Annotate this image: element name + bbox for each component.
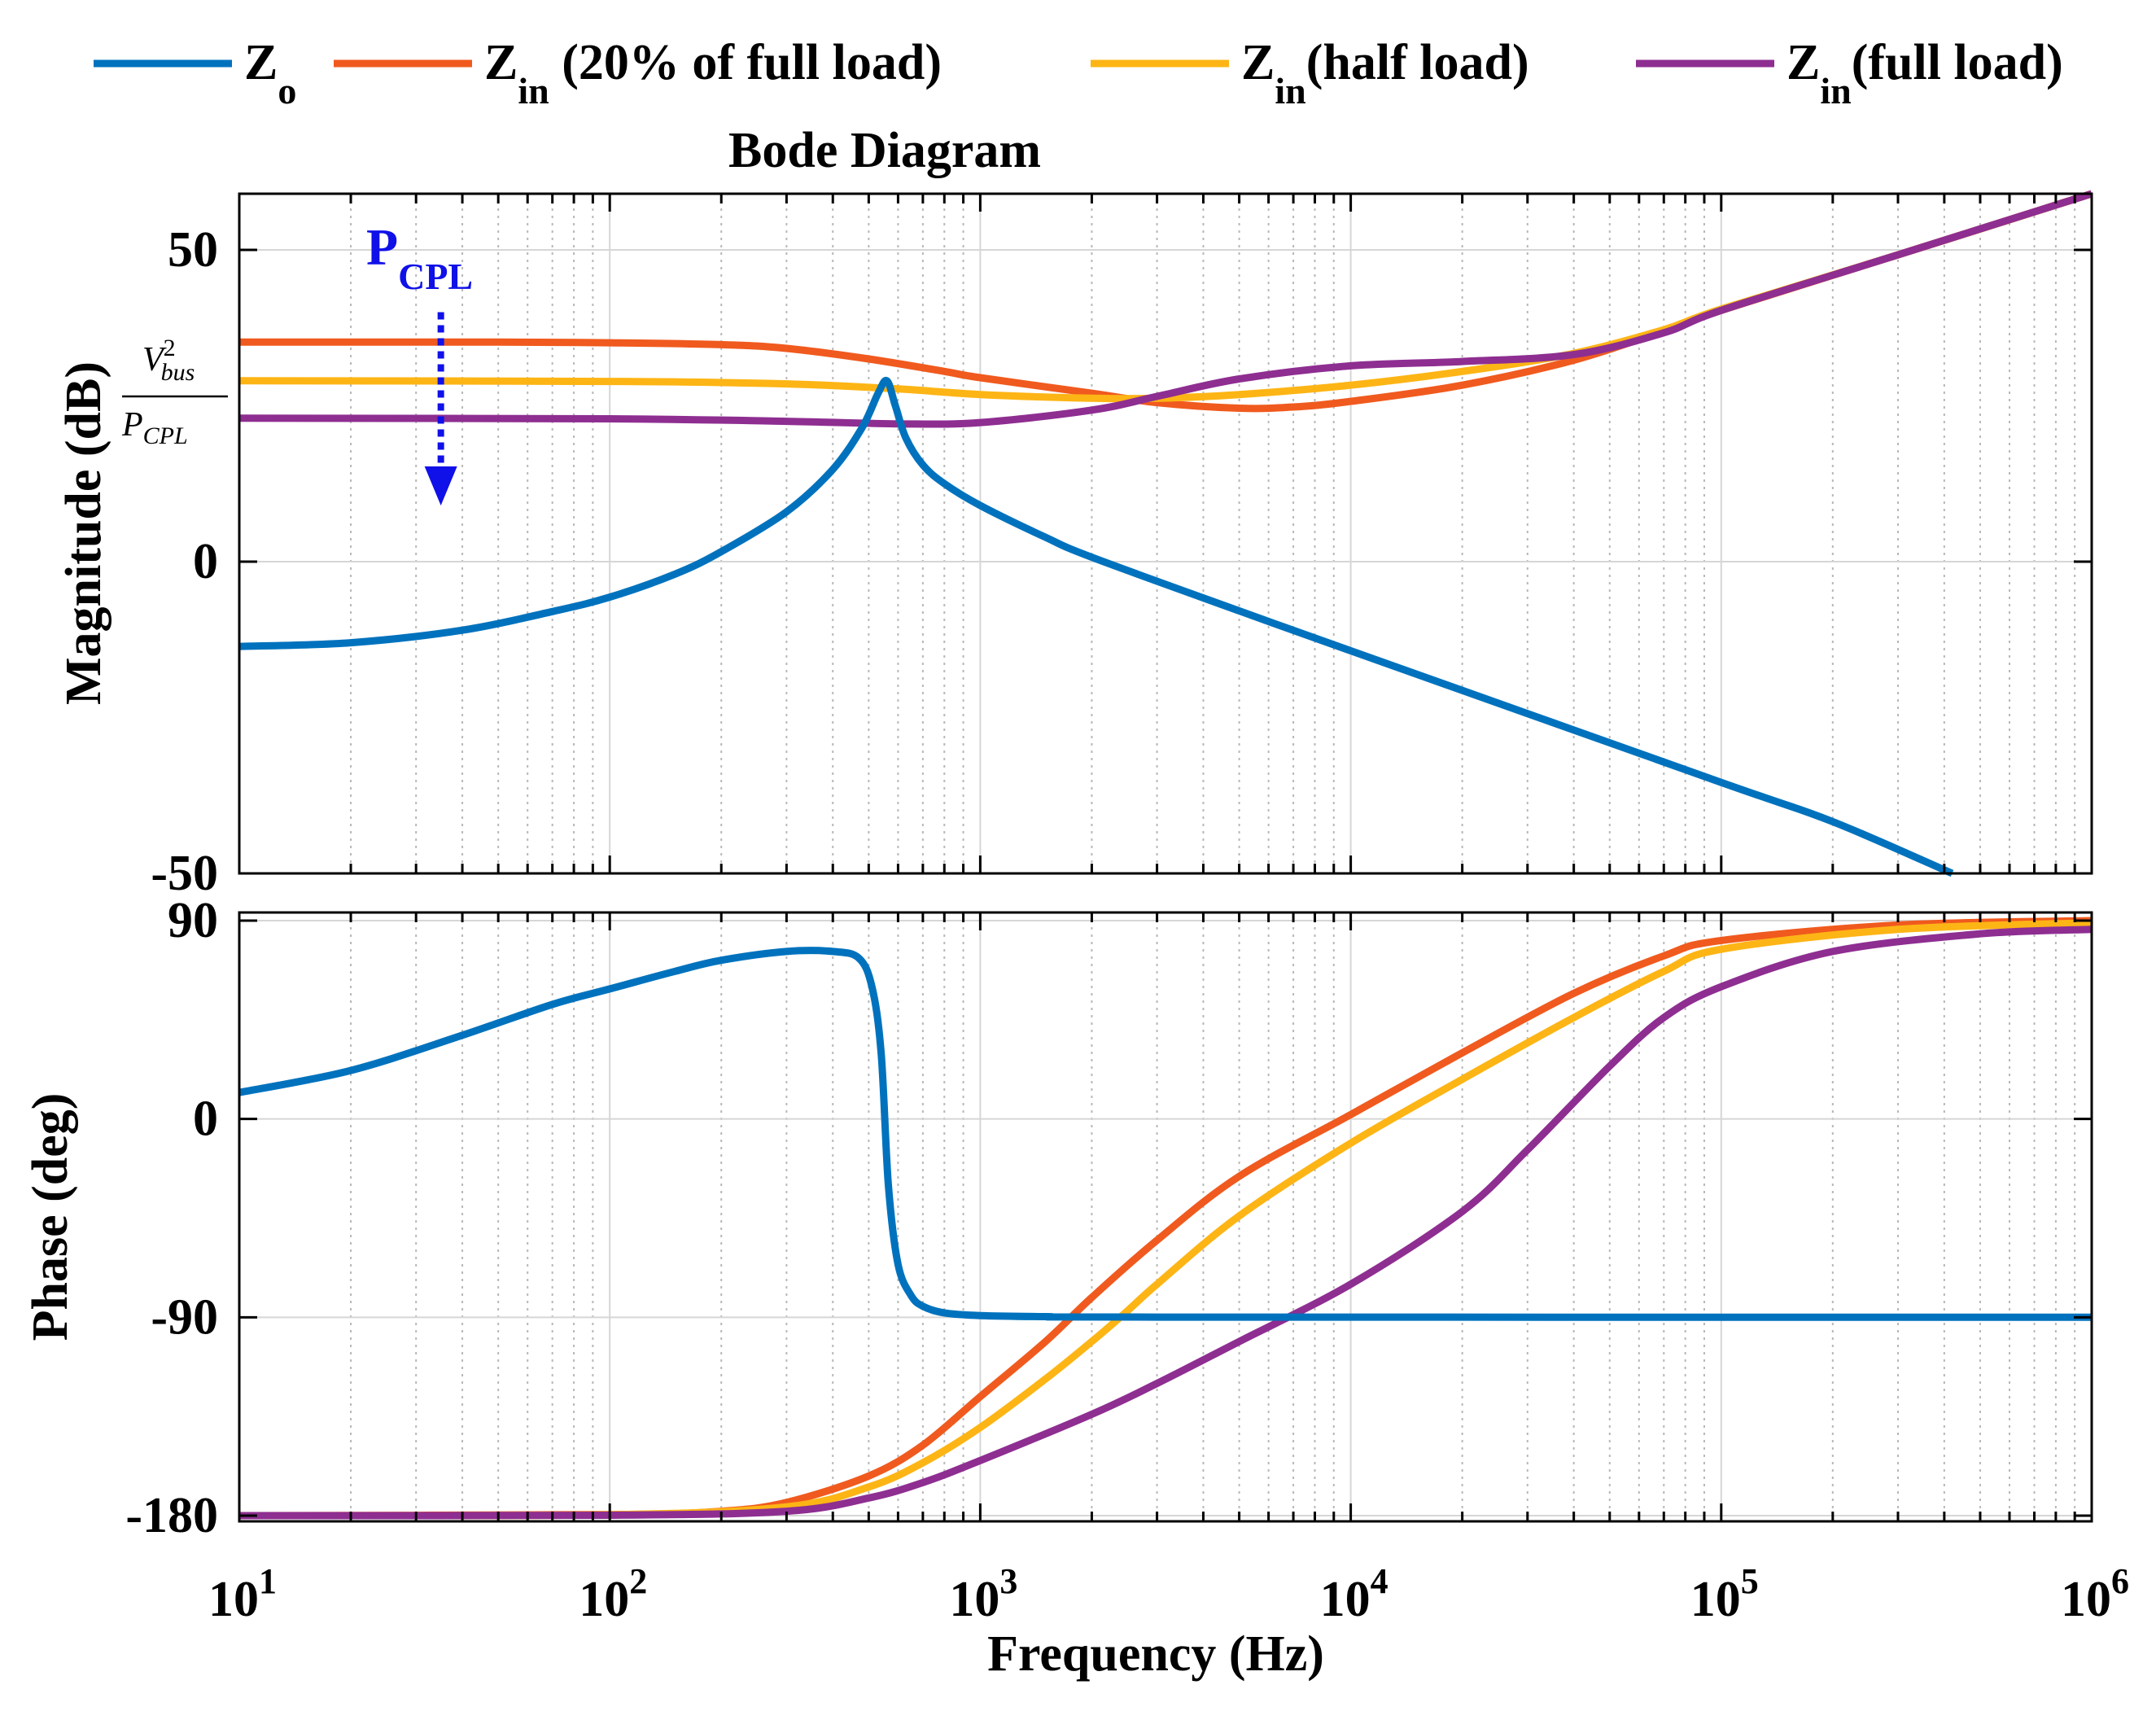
magnitude-panel: 50 0 -50 PCPL V2 bus PCPL xyxy=(121,190,2093,901)
phase-line-zfull xyxy=(238,926,2093,1520)
phase-panel: 90 0 -90 -180 xyxy=(125,893,2093,1543)
x-tick-label: 106 xyxy=(2061,1561,2129,1627)
phase-y-tick-label: -90 xyxy=(151,1289,218,1345)
legend-label: Zo xyxy=(244,35,296,112)
x-tick-label: 105 xyxy=(1690,1561,1759,1627)
pcpl-annotation: PCPL V2 bus PCPL xyxy=(121,218,473,506)
magnitude-y-tick-label: 50 xyxy=(168,222,218,278)
magnitude-line-zfull xyxy=(238,190,2093,428)
legend-label: Zin (20% of full load) xyxy=(484,35,942,112)
ph-grid-lines xyxy=(239,912,2092,1521)
fraction-denominator: PCPL xyxy=(121,406,188,449)
magnitude-series-group xyxy=(238,190,2093,877)
legend-item-zhalf: Zin(half load) xyxy=(1091,35,1529,112)
x-tick-label: 102 xyxy=(579,1561,647,1627)
phase-line-zo xyxy=(238,947,2093,1321)
magnitude-ticks: 50 0 -50 xyxy=(151,194,2093,901)
phase-axis-label: Phase (deg) xyxy=(23,1093,78,1341)
pcpl-arrow-head xyxy=(424,466,457,506)
legend-label: Zin(full load) xyxy=(1786,35,2063,112)
phase-series-group xyxy=(238,917,2093,1520)
chart-title: Bode Diagram xyxy=(728,123,1041,178)
vbus-over-pcpl-label: V2 bus PCPL xyxy=(121,335,228,449)
legend-item-zfull: Zin(full load) xyxy=(1636,35,2063,112)
frequency-axis-label: Frequency (Hz) xyxy=(987,1626,1324,1682)
x-tick-label: 103 xyxy=(949,1561,1017,1627)
phase-ticks: 90 0 -90 -180 xyxy=(125,893,2093,1543)
legend-item-zo: Zo xyxy=(94,35,296,112)
pcpl-label: PCPL xyxy=(366,218,473,297)
x-tick-labels: 101 102 103 104 105 106 xyxy=(208,1561,2129,1627)
magnitude-y-tick-label: 0 xyxy=(193,534,218,589)
phase-y-tick-label: -180 xyxy=(125,1488,218,1543)
phase-y-tick-label: 0 xyxy=(193,1092,218,1147)
magnitude-line-zo xyxy=(238,376,1954,877)
phase-y-tick-label: 90 xyxy=(168,893,218,948)
legend-item-z20: Zin (20% of full load) xyxy=(334,35,942,112)
legend-label: Zin(half load) xyxy=(1241,35,1529,112)
phase-line-zhalf xyxy=(238,919,2093,1520)
magnitude-y-tick-label: -50 xyxy=(151,846,218,901)
fraction-numerator: V2 bus xyxy=(142,335,195,386)
legend: Zo Zin (20% of full load) Zin(half load) Zi… xyxy=(94,35,2063,112)
x-tick-label: 104 xyxy=(1320,1561,1388,1627)
x-tick-label: 101 xyxy=(208,1561,277,1627)
magnitude-axis-label: Magnitude (dB) xyxy=(56,361,112,705)
